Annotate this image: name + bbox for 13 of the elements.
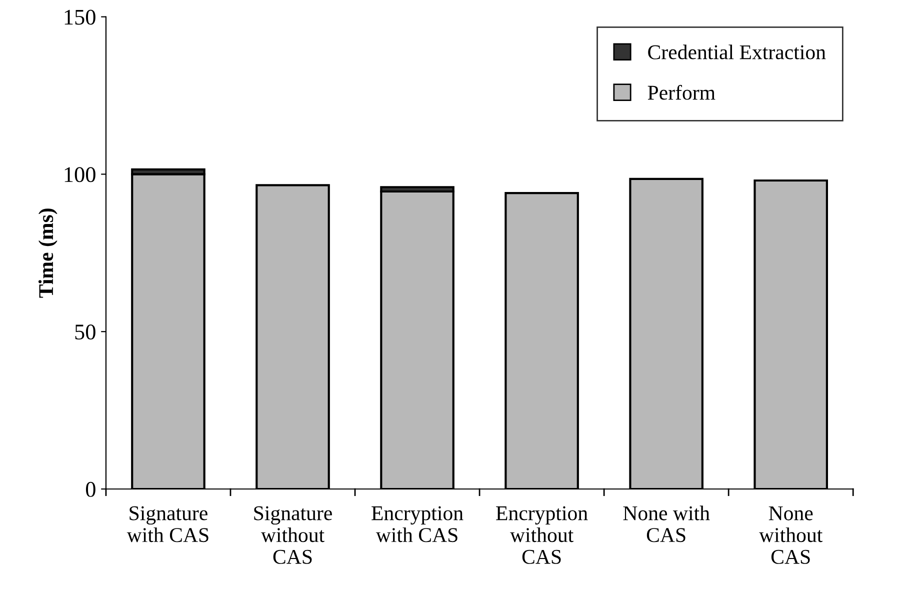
x-tick-label: Encryption without CAS [496, 506, 588, 564]
y-axis-title: Time (ms) [38, 208, 58, 298]
y-tick-label: 100 [64, 167, 96, 182]
x-tick-label: Signature with CAS [126, 506, 208, 542]
y-tick-label: 0 [86, 482, 96, 497]
x-tick-label: Signature without CAS [254, 506, 332, 564]
x-tick-label: Encryption with CAS [372, 506, 464, 542]
x-tick-label: None with CAS [623, 506, 710, 542]
legend-label: Perform [648, 84, 716, 100]
y-tick-label: 150 [64, 10, 96, 25]
y-tick-label: 50 [75, 324, 96, 340]
legend-label: Credential Extraction [648, 44, 826, 60]
x-tick-label: None without CAS [759, 506, 823, 564]
